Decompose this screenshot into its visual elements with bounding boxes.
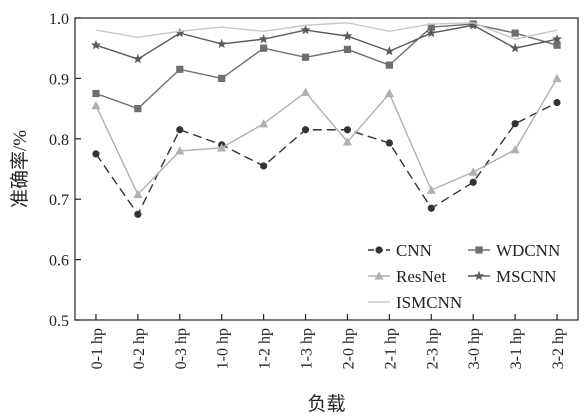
legend-marker-resnet xyxy=(374,271,384,280)
legend-item-cnn: CNN xyxy=(368,241,432,260)
data-point-cnn xyxy=(343,126,352,134)
data-point-wdcnn xyxy=(92,89,100,98)
data-point-mscnn xyxy=(342,30,353,41)
legend-label: ISMCNN xyxy=(396,293,462,312)
x-tick-label: 2-1 hp xyxy=(382,328,399,369)
data-point-resnet xyxy=(342,137,353,146)
data-point-wdcnn xyxy=(343,45,352,54)
data-point-mscnn xyxy=(91,39,101,50)
data-point-resnet xyxy=(384,88,394,98)
data-point-cnn xyxy=(301,126,310,134)
data-point-resnet xyxy=(552,73,562,83)
data-point-cnn xyxy=(427,204,435,212)
data-point-mscnn xyxy=(384,46,395,56)
data-point-resnet xyxy=(510,145,520,154)
x-tick-label: 1-0 hp xyxy=(215,328,232,369)
series-line-cnn xyxy=(95,101,558,216)
data-point-cnn xyxy=(469,178,477,186)
data-point-resnet xyxy=(175,146,185,155)
series-resnet xyxy=(91,73,562,199)
data-point-mscnn xyxy=(258,33,269,44)
data-point-mscnn xyxy=(552,33,562,44)
legend-item-wdcnn: WDCNN xyxy=(468,241,560,260)
data-point-wdcnn xyxy=(553,41,561,49)
data-point-cnn xyxy=(92,150,100,158)
data-point-resnet xyxy=(468,167,478,176)
legend-marker-cnn xyxy=(375,246,383,254)
legend-item-resnet: ResNet xyxy=(368,267,446,286)
x-tick-label: 0-1 hp xyxy=(89,328,106,369)
plot-area xyxy=(74,17,579,321)
series-line-resnet xyxy=(95,78,558,196)
data-point-cnn xyxy=(553,98,561,107)
data-point-mscnn xyxy=(174,27,185,38)
y-tick-label: 0.9 xyxy=(49,71,69,88)
data-point-wdcnn xyxy=(427,23,435,31)
x-tick-label: 0-2 hp xyxy=(131,328,148,369)
data-point-wdcnn xyxy=(511,29,519,37)
data-point-resnet xyxy=(259,119,269,128)
legend-label: MSCNN xyxy=(496,267,556,286)
y-tick-label: 0.8 xyxy=(49,132,69,149)
legend-marker-mscnn xyxy=(474,270,484,281)
legend-marker-wdcnn xyxy=(475,246,483,254)
data-point-wdcnn xyxy=(134,105,142,113)
y-axis-ticks: 0.5 0.6 0.7 0.8 0.9 1.0 xyxy=(49,11,81,330)
y-tick-label: 0.5 xyxy=(49,313,69,330)
data-point-cnn xyxy=(385,139,393,147)
data-point-resnet xyxy=(91,100,101,110)
y-axis-title: 准确率/% xyxy=(9,130,31,208)
series-layer xyxy=(91,20,562,218)
data-point-cnn xyxy=(260,162,268,170)
y-tick-label: 1.0 xyxy=(49,11,69,28)
data-point-mscnn xyxy=(468,20,479,30)
x-tick-label: 3-0 hp xyxy=(466,328,483,369)
data-point-wdcnn xyxy=(218,74,226,82)
series-mscnn xyxy=(91,20,562,64)
series-line-ismcnn xyxy=(95,22,558,40)
data-point-resnet xyxy=(426,185,436,194)
data-point-mscnn xyxy=(216,38,227,49)
x-tick-label: 1-3 hp xyxy=(299,328,316,369)
legend-label: WDCNN xyxy=(496,241,560,260)
x-tick-label: 1-2 hp xyxy=(257,328,274,369)
x-axis-ticks: 0-1 hp 0-2 hp 0-3 hp 1-0 hp 1-2 hp 1-3 hp 2-0 … xyxy=(89,314,567,369)
data-point-cnn xyxy=(511,120,519,128)
legend-item-mscnn: MSCNN xyxy=(468,267,556,286)
legend-item-ismcnn: ISMCNN xyxy=(368,293,462,312)
x-tick-label: 0-3 hp xyxy=(173,328,190,369)
data-point-mscnn xyxy=(132,53,143,64)
series-cnn xyxy=(92,98,561,218)
series-ismcnn xyxy=(95,22,558,40)
data-point-cnn xyxy=(134,210,142,218)
x-tick-label: 3-1 hp xyxy=(508,328,525,369)
x-tick-label: 3-2 hp xyxy=(550,328,567,369)
data-point-cnn xyxy=(176,126,184,134)
x-tick-label: 2-3 hp xyxy=(424,328,441,369)
data-point-wdcnn xyxy=(301,53,310,61)
legend-label: CNN xyxy=(396,241,432,260)
plot-frame xyxy=(74,17,579,321)
series-line-wdcnn xyxy=(95,23,558,110)
data-point-wdcnn xyxy=(385,61,393,69)
data-point-resnet xyxy=(300,87,311,96)
data-point-wdcnn xyxy=(176,65,184,73)
y-tick-label: 0.6 xyxy=(49,253,69,270)
legend-label: ResNet xyxy=(396,267,446,286)
data-point-resnet xyxy=(217,143,227,152)
data-point-mscnn xyxy=(300,24,311,35)
x-axis-title: 负载 xyxy=(307,393,345,415)
series-line-mscnn xyxy=(95,24,558,60)
data-point-wdcnn xyxy=(260,44,268,52)
legend: CNN WDCNN ResNet MSCNN ISMCNN xyxy=(368,241,560,312)
data-point-resnet xyxy=(133,189,143,199)
x-tick-label: 2-0 hp xyxy=(340,328,357,369)
data-point-mscnn xyxy=(510,43,521,53)
y-tick-label: 0.7 xyxy=(49,192,69,209)
data-point-mscnn xyxy=(426,27,437,38)
